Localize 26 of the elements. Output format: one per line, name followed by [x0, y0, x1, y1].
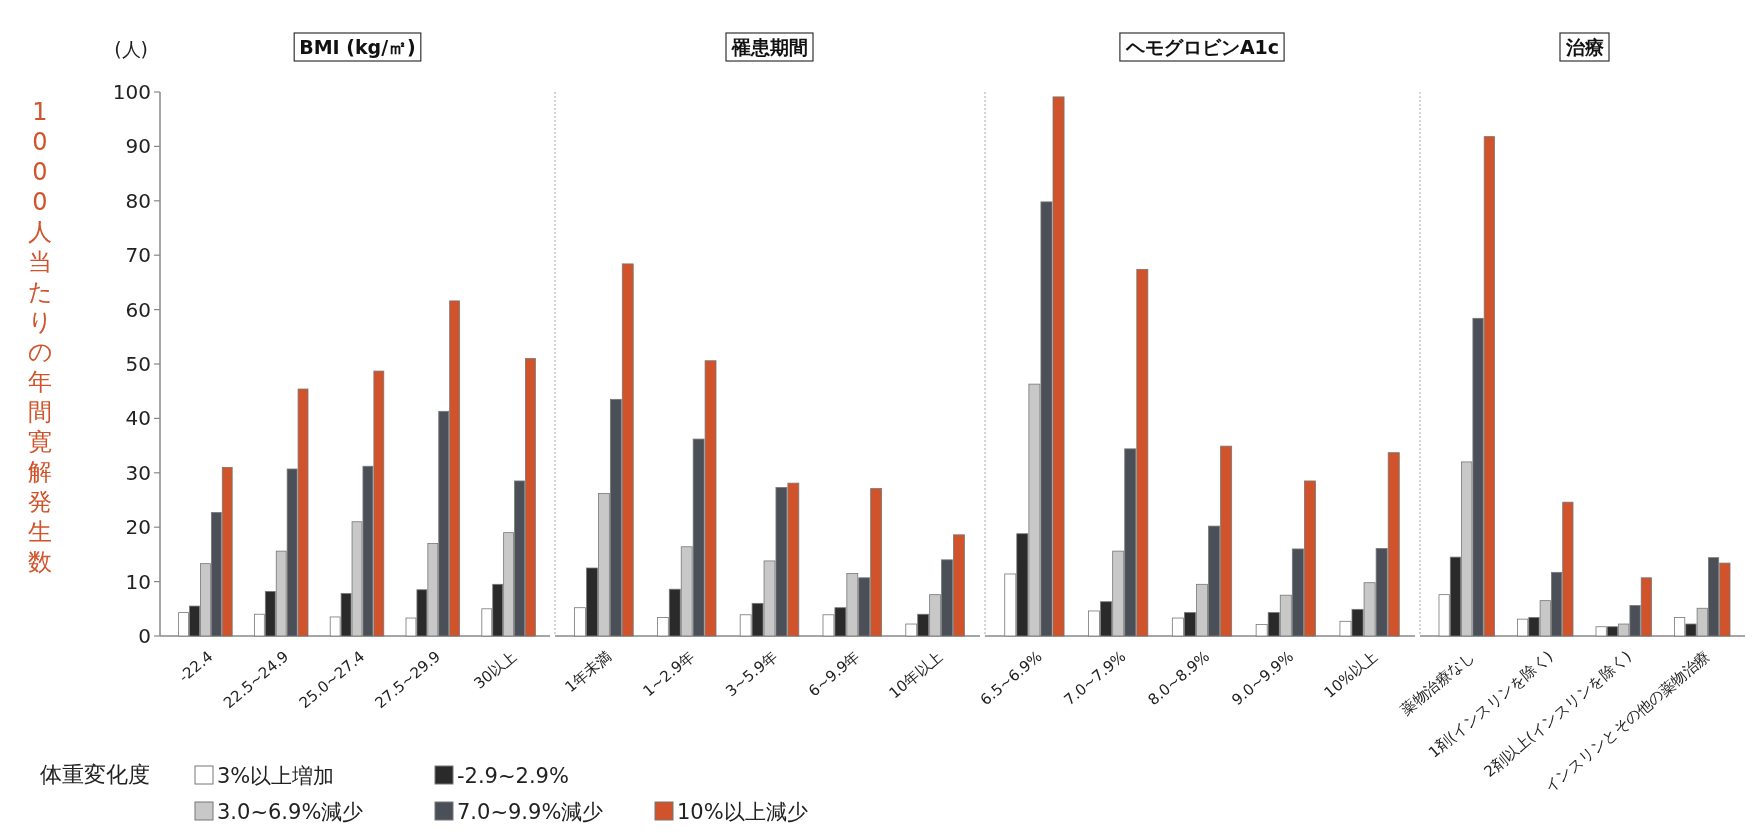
y-tick-label: 50 [125, 352, 151, 376]
y-tick-label: 90 [125, 134, 151, 159]
text: (人) [114, 38, 148, 60]
y-tick-label: 80 [125, 188, 151, 213]
legend-label: 10%以上減少 [677, 800, 808, 824]
legend-title: 体重変化度 [40, 762, 150, 787]
y-tick-label: 60 [125, 297, 151, 322]
legend-label: 3%以上増加 [217, 764, 335, 788]
chart-title: BMI (kg/㎡) [299, 36, 416, 58]
legend-label: 7.0~9.9%減少 [457, 800, 604, 824]
y-tick-label: 10 [125, 569, 151, 594]
x-tick-label: 10年以上 [885, 647, 947, 703]
chart-title: 罹患期間 [731, 36, 808, 58]
y-tick-label: 30 [125, 460, 151, 485]
y-tick-label: 40 [125, 406, 151, 431]
x-tick-label: 1年未満 [561, 647, 615, 697]
chart-title: ヘモグロビンA1c [1124, 36, 1280, 58]
legend-label: -2.9~2.9% [457, 764, 569, 788]
y-tick-label: 0 [138, 624, 151, 648]
y-tick-label: 20 [125, 515, 151, 540]
legend-label: 3.0~6.9%減少 [217, 800, 364, 824]
x-tick-label: 30以上 [470, 647, 520, 693]
y-tick-label: 70 [125, 243, 151, 268]
y-tick-label: 100 [112, 80, 151, 104]
chart-title: 治療 [1565, 36, 1604, 58]
text: 1000人当たりの年間寛解発生数 [27, 98, 53, 576]
